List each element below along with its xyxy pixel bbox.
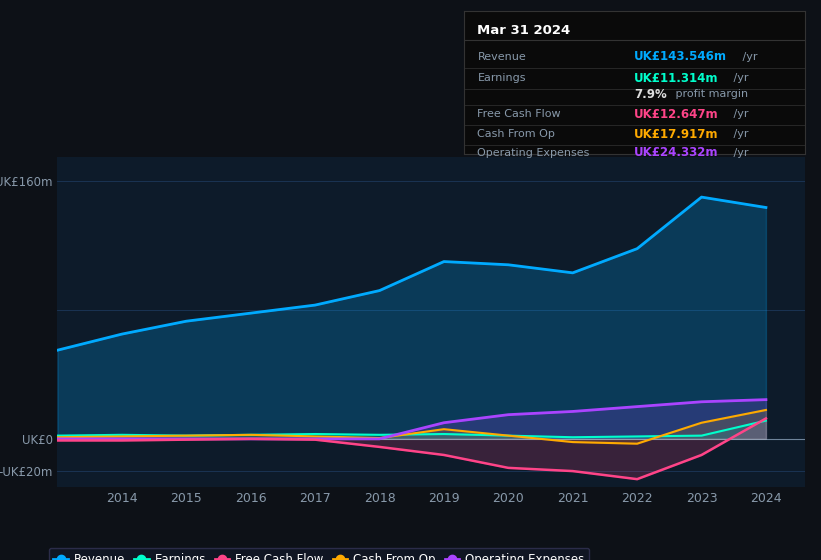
Text: /yr: /yr [730,73,748,83]
Text: Free Cash Flow: Free Cash Flow [478,109,561,119]
Text: UK£143.546m: UK£143.546m [635,50,727,63]
Text: Operating Expenses: Operating Expenses [478,148,589,157]
Text: Revenue: Revenue [478,52,526,62]
Text: Cash From Op: Cash From Op [478,129,555,139]
Text: 7.9%: 7.9% [635,87,667,101]
Legend: Revenue, Earnings, Free Cash Flow, Cash From Op, Operating Expenses: Revenue, Earnings, Free Cash Flow, Cash … [48,548,589,560]
Text: profit margin: profit margin [672,89,749,99]
Text: UK£17.917m: UK£17.917m [635,128,718,141]
Text: /yr: /yr [739,52,758,62]
Text: Mar 31 2024: Mar 31 2024 [478,24,571,37]
Text: /yr: /yr [730,148,748,157]
Text: /yr: /yr [730,109,748,119]
Text: UK£11.314m: UK£11.314m [635,72,718,85]
Text: UK£12.647m: UK£12.647m [635,108,719,120]
Text: UK£24.332m: UK£24.332m [635,146,718,159]
Text: /yr: /yr [730,129,748,139]
Text: Earnings: Earnings [478,73,526,83]
